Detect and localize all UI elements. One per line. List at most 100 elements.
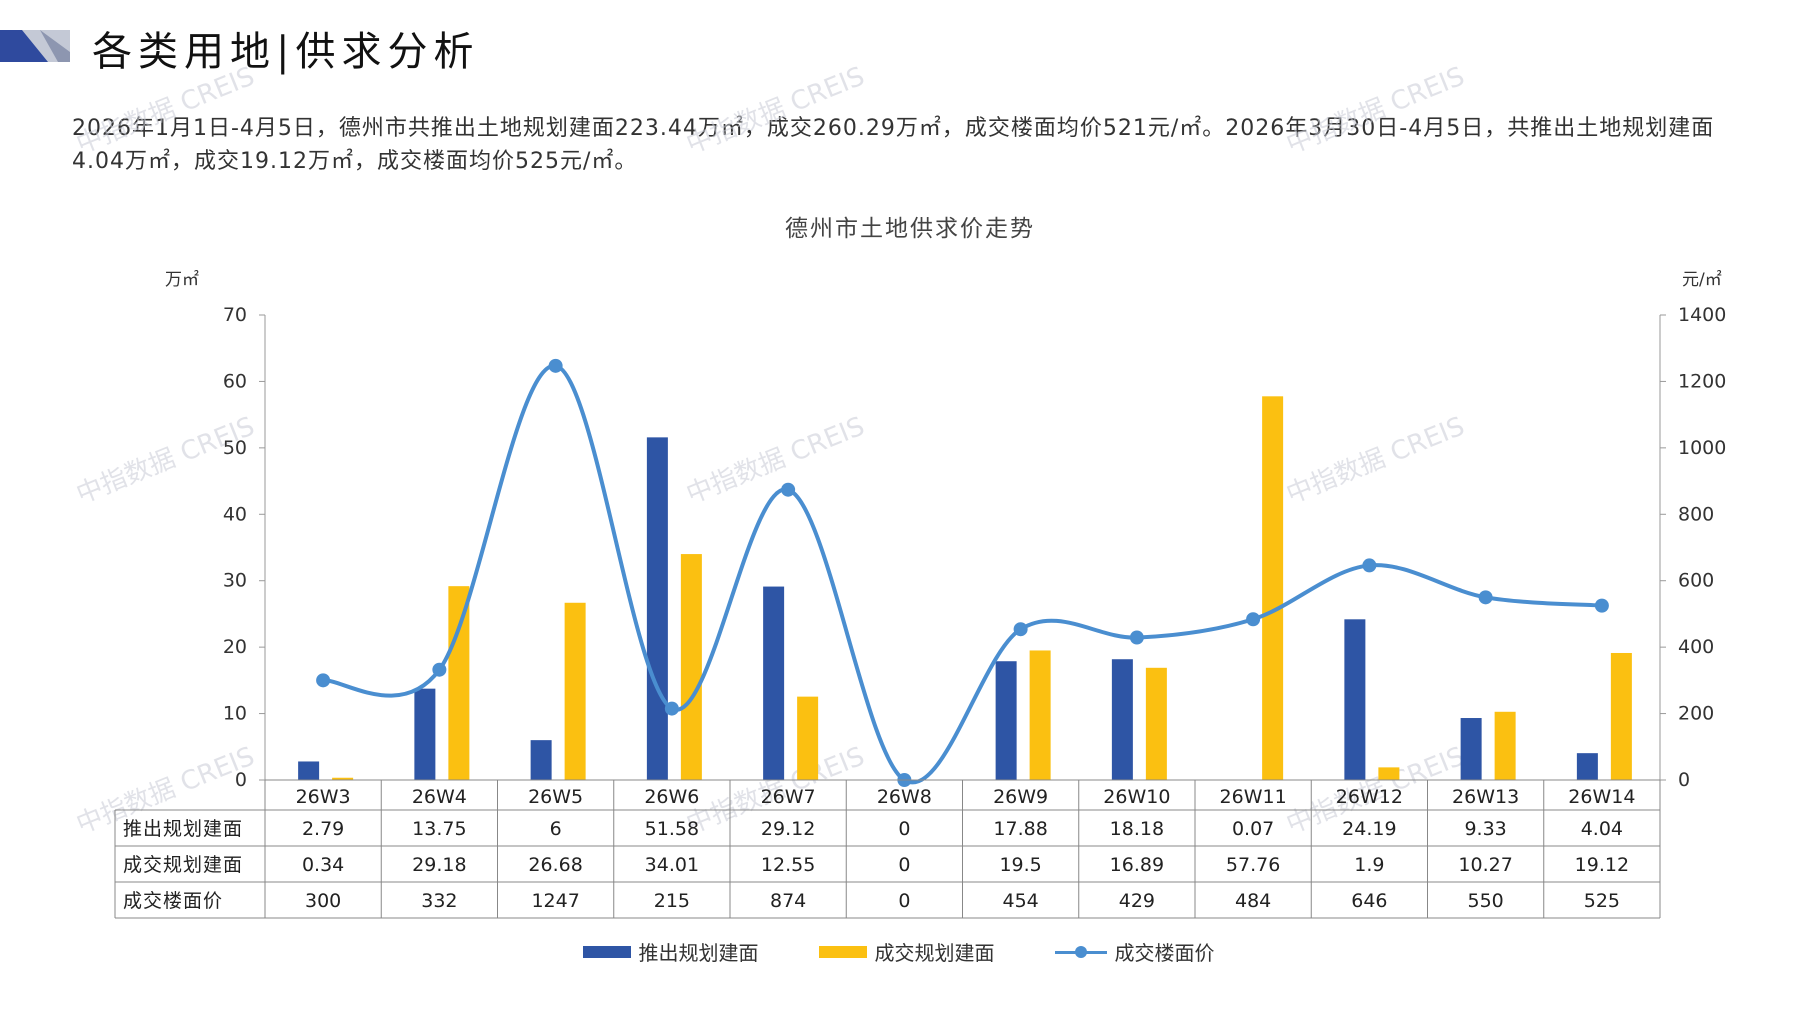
y-tick-right-label: 600 [1678, 570, 1714, 592]
bar-deal [1262, 396, 1284, 780]
price-point [781, 482, 796, 497]
price-point [432, 662, 447, 677]
bar-deal [797, 696, 819, 780]
legend-label-deal: 成交规划建面 [874, 941, 995, 965]
bar-deal [332, 777, 354, 780]
price-point [1129, 630, 1144, 645]
bar-supply [646, 437, 668, 780]
bar-supply [530, 740, 552, 780]
y-tick-right-label: 1200 [1678, 370, 1726, 392]
bar-deal [1029, 650, 1051, 780]
table-cell: 29.12 [761, 818, 815, 840]
bar-supply [298, 761, 320, 780]
table-cell: 10.27 [1458, 854, 1512, 876]
table-cell: 0 [898, 854, 910, 876]
table-cell: 16.89 [1110, 854, 1164, 876]
price-point [1594, 598, 1609, 613]
x-tick-label: 26W12 [1336, 786, 1403, 808]
table-cell: 454 [1002, 890, 1038, 912]
bar-deal [1145, 667, 1167, 780]
table-cell: 29.18 [412, 854, 466, 876]
x-tick-label: 26W3 [296, 786, 351, 808]
y-tick-left-label: 10 [223, 703, 247, 725]
x-tick-label: 26W8 [877, 786, 932, 808]
y-tick-right-label: 200 [1678, 703, 1714, 725]
table-cell: 19.12 [1575, 854, 1629, 876]
table-cell: 0 [898, 818, 910, 840]
y-tick-right-label: 0 [1678, 769, 1690, 791]
x-tick-label: 26W11 [1220, 786, 1287, 808]
price-point [1246, 612, 1261, 627]
y-tick-right-label: 800 [1678, 503, 1714, 525]
table-row-header: 成交楼面价 [123, 890, 223, 912]
y-axis-left-label: 万㎡ [165, 270, 199, 290]
table-cell: 646 [1351, 890, 1387, 912]
y-tick-left-label: 70 [223, 304, 247, 326]
table-cell: 1247 [531, 890, 579, 912]
table-cell: 19.5 [999, 854, 1041, 876]
legend-label-price: 成交楼面价 [1114, 941, 1215, 965]
header-banner [0, 22, 700, 82]
table-cell: 332 [421, 890, 457, 912]
bar-deal [1610, 652, 1632, 780]
table-cell: 484 [1235, 890, 1271, 912]
table-row-header: 成交规划建面 [123, 854, 243, 876]
y-tick-right-label: 1400 [1678, 304, 1726, 326]
y-tick-left-label: 50 [223, 437, 247, 459]
table-cell: 51.58 [645, 818, 699, 840]
table-cell: 6 [550, 818, 562, 840]
legend-swatch-deal [818, 945, 867, 958]
price-point [316, 673, 331, 688]
y-tick-right-label: 400 [1678, 636, 1714, 658]
table-cell: 300 [305, 890, 341, 912]
y-tick-right-label: 1000 [1678, 437, 1726, 459]
table-cell: 0 [898, 890, 910, 912]
table-row-header: 推出规划建面 [123, 818, 243, 840]
x-tick-label: 26W7 [761, 786, 816, 808]
y-tick-left-label: 60 [223, 370, 247, 392]
table-cell: 2.79 [302, 818, 344, 840]
legend-item-price: 成交楼面价 [1054, 937, 1215, 966]
table-cell: 12.55 [761, 854, 815, 876]
x-tick-label: 26W5 [528, 786, 583, 808]
bar-supply [1460, 718, 1482, 780]
table-cell: 874 [770, 890, 806, 912]
price-point [664, 701, 679, 716]
legend-swatch-supply [582, 945, 631, 958]
y-axis-right-label: 元/㎡ [1682, 270, 1722, 290]
bar-deal [564, 602, 586, 780]
price-point [548, 358, 563, 373]
y-tick-left-label: 40 [223, 503, 247, 525]
table-cell: 429 [1119, 890, 1155, 912]
price-point [1013, 622, 1028, 637]
table-cell: 18.18 [1110, 818, 1164, 840]
table-cell: 0.07 [1232, 818, 1274, 840]
price-point [1362, 558, 1377, 573]
bar-deal [1378, 767, 1400, 780]
bar-supply [414, 688, 436, 780]
bar-deal [448, 586, 470, 780]
table-cell: 17.88 [993, 818, 1047, 840]
bar-supply [1111, 659, 1133, 780]
table-cell: 34.01 [645, 854, 699, 876]
x-tick-label: 26W13 [1452, 786, 1519, 808]
bar-supply [1576, 753, 1598, 780]
bar-deal [1494, 711, 1516, 780]
bar-supply [995, 661, 1017, 780]
x-tick-label: 26W14 [1568, 786, 1635, 808]
header-decoration-icon [0, 30, 70, 62]
x-tick-label: 26W6 [644, 786, 699, 808]
table-cell: 26.68 [528, 854, 582, 876]
summary-text: 2026年1月1日-4月5日，德州市共推出土地规划建面223.44万㎡，成交26… [72, 116, 1715, 174]
table-cell: 550 [1467, 890, 1503, 912]
price-point [1478, 590, 1493, 605]
table-cell: 9.33 [1464, 818, 1506, 840]
y-tick-left-label: 30 [223, 570, 247, 592]
table-cell: 215 [654, 890, 690, 912]
table-cell: 525 [1584, 890, 1620, 912]
table-cell: 0.34 [302, 854, 344, 876]
chart-title: 德州市土地供求价走势 [785, 216, 1035, 242]
bar-supply [1344, 619, 1366, 780]
chart-legend: 推出规划建面 成交规划建面 成交楼面价 [0, 937, 1797, 966]
x-tick-label: 26W9 [993, 786, 1048, 808]
